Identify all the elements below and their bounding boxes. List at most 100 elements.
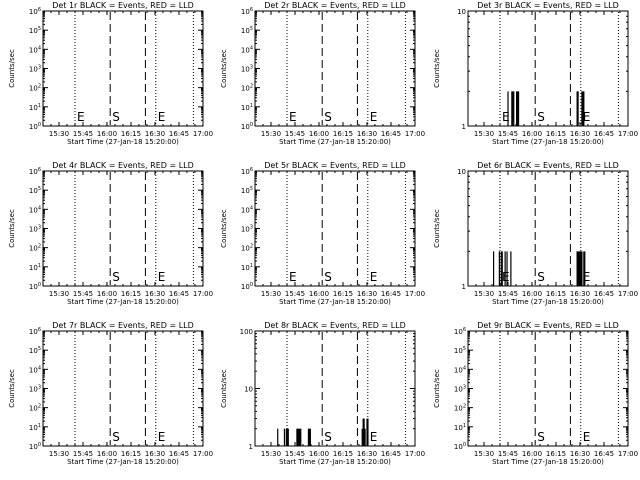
x-axis-label: Start Time (27-Jan-18 15:20:00)	[279, 298, 391, 306]
y-tick-label: 104	[29, 205, 41, 214]
x-tick-label: 16:45	[169, 130, 189, 138]
y-tick-label: 101	[29, 263, 41, 272]
panel-det-7: Det 7r BLACK = Events, RED = LLD S E 15:30 1…	[8, 321, 213, 466]
x-tick-label: 16:45	[594, 130, 614, 138]
plot-frame	[42, 10, 204, 127]
x-tick-label: 15:30	[49, 290, 69, 298]
marker-label: E	[583, 270, 591, 284]
panel-det-4: Det 4r BLACK = Events, RED = LLD S E 15:30 1…	[8, 161, 213, 306]
plot-frame	[467, 330, 629, 447]
marker-label: S	[324, 270, 332, 284]
y-tick-label: 103	[241, 65, 253, 74]
x-tick-label: 15:30	[474, 290, 494, 298]
x-tick-label: 16:00	[97, 450, 117, 458]
y-axis-label: Counts/sec	[433, 369, 441, 408]
marker-label: S	[112, 110, 120, 124]
y-tick-label: 103	[241, 225, 253, 234]
y-tick-label: 10	[457, 168, 466, 176]
x-tick-label: 16:15	[333, 450, 353, 458]
marker-label: S	[537, 270, 545, 284]
panel-det-6: Det 6r BLACK = Events, RED = LLD E S E 15:30…	[433, 161, 638, 306]
x-tick-label: 17:00	[193, 130, 213, 138]
marker-label: S	[112, 270, 120, 284]
x-tick-label: 16:00	[309, 290, 329, 298]
panel-title: Det 5r BLACK = Events, RED = LLD	[264, 161, 406, 170]
x-tick-label: 16:15	[333, 290, 353, 298]
x-tick-label: 16:00	[522, 290, 542, 298]
marker-label: E	[158, 270, 166, 284]
x-tick-label: 16:30	[570, 450, 590, 458]
marker-label: E	[289, 270, 297, 284]
y-tick-label: 104	[241, 205, 253, 214]
y-tick-label: 104	[454, 365, 466, 374]
x-tick-label: 15:45	[498, 130, 518, 138]
y-tick-label: 106	[241, 7, 253, 16]
x-tick-label: 16:30	[570, 130, 590, 138]
x-tick-label: 17:00	[193, 290, 213, 298]
y-tick-label: 1	[462, 283, 466, 291]
marker-label: E	[502, 110, 510, 124]
y-tick-label: 100	[29, 282, 41, 291]
marker-label: E	[289, 110, 297, 124]
y-tick-label: 105	[29, 346, 41, 355]
x-tick-label: 16:15	[333, 130, 353, 138]
marker-label: E	[583, 110, 591, 124]
y-tick-label: 103	[29, 65, 41, 74]
marker-label: S	[537, 430, 545, 444]
y-tick-label: 1	[462, 123, 466, 131]
y-tick-label: 104	[29, 45, 41, 54]
y-tick-label: 101	[241, 103, 253, 112]
y-axis-label: Counts/sec	[433, 209, 441, 248]
y-tick-label: 10	[244, 386, 253, 394]
plot-frame	[42, 170, 204, 287]
x-tick-label: 16:00	[522, 450, 542, 458]
x-tick-label: 17:00	[618, 130, 638, 138]
marker-label: E	[502, 270, 510, 284]
y-tick-label: 102	[454, 404, 466, 413]
marker-label: E	[77, 110, 85, 124]
marker-label: E	[158, 430, 166, 444]
y-tick-label: 101	[454, 423, 466, 432]
x-tick-label: 16:15	[121, 290, 141, 298]
plot-frame	[254, 330, 416, 447]
y-tick-label: 102	[29, 84, 41, 93]
panel-title: Det 4r BLACK = Events, RED = LLD	[52, 161, 194, 170]
x-tick-label: 15:45	[285, 450, 305, 458]
y-tick-label: 100	[241, 282, 253, 291]
x-tick-label: 15:45	[73, 450, 93, 458]
marker-label: E	[583, 430, 591, 444]
x-tick-label: 16:00	[522, 130, 542, 138]
x-tick-label: 16:45	[381, 450, 401, 458]
panel-title: Det 7r BLACK = Events, RED = LLD	[52, 321, 194, 330]
x-axis-label: Start Time (27-Jan-18 15:20:00)	[279, 458, 391, 466]
x-axis-label: Start Time (27-Jan-18 15:20:00)	[492, 298, 604, 306]
x-tick-label: 16:00	[309, 450, 329, 458]
x-axis-label: Start Time (27-Jan-18 15:20:00)	[67, 458, 179, 466]
y-tick-label: 106	[241, 167, 253, 176]
y-tick-label: 103	[29, 225, 41, 234]
x-tick-label: 15:30	[261, 130, 281, 138]
y-tick-label: 102	[241, 244, 253, 253]
x-tick-label: 17:00	[193, 450, 213, 458]
marker-label: E	[370, 430, 378, 444]
plot-frame	[467, 10, 629, 127]
panel-det-5: Det 5r BLACK = Events, RED = LLD E S E 15:30…	[220, 161, 425, 306]
x-axis-label: Start Time (27-Jan-18 15:20:00)	[492, 138, 604, 146]
panel-title: Det 8r BLACK = Events, RED = LLD	[264, 321, 406, 330]
x-tick-label: 16:45	[381, 130, 401, 138]
y-axis-label: Counts/sec	[8, 49, 16, 88]
marker-label: S	[324, 110, 332, 124]
x-tick-label: 16:45	[169, 450, 189, 458]
x-tick-label: 15:30	[49, 130, 69, 138]
y-tick-label: 101	[29, 103, 41, 112]
x-tick-label: 16:30	[145, 450, 165, 458]
x-tick-label: 16:30	[357, 130, 377, 138]
panel-det-1: Det 1r BLACK = Events, RED = LLD E S E 15:30…	[8, 1, 213, 146]
x-tick-label: 16:15	[546, 290, 566, 298]
panel-title: Det 9r BLACK = Events, RED = LLD	[477, 321, 619, 330]
x-axis-label: Start Time (27-Jan-18 15:20:00)	[492, 458, 604, 466]
plot-frame	[254, 10, 416, 127]
y-tick-label: 106	[29, 167, 41, 176]
y-tick-label: 103	[29, 385, 41, 394]
